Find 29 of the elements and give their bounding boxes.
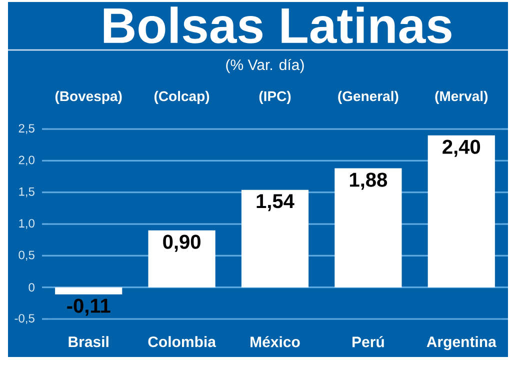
text: (Bovespa) [55,90,122,104]
x-tick-label: Perú [352,336,384,348]
chart-title: Bolsas Latinas [104,6,452,44]
data-label: 1,88 [350,172,388,190]
text: (General) [338,90,398,104]
bar [55,287,122,294]
y-tick-label: 1,5 [19,187,34,198]
y-tick-label: -0,5 [14,314,34,324]
chart-subtitle: (% Var. día) [226,58,304,74]
text: (IPC) [259,90,291,104]
y-tick-label: 0,5 [18,250,34,261]
bar [428,135,495,288]
x-tick-label: Brasil [68,336,108,348]
data-label: 2,40 [442,140,480,157]
bar [241,190,309,288]
bar [334,168,402,288]
x-tick-label: Colombia [148,336,216,348]
bar [148,230,216,288]
y-tick-label: 2,5 [18,124,34,134]
x-tick-label: Argentina [426,336,496,350]
y-tick-label: 2,0 [18,156,34,166]
data-label: 1,54 [256,194,294,212]
data-label: 0,90 [163,234,200,252]
text: (Colcap) [154,90,210,104]
text: (Merval) [435,90,488,104]
data-label: -0,11 [67,298,110,316]
y-tick-label: 1,0 [19,219,34,229]
x-tick-label: México [250,336,300,348]
y-tick-label: 0 [28,283,34,292]
